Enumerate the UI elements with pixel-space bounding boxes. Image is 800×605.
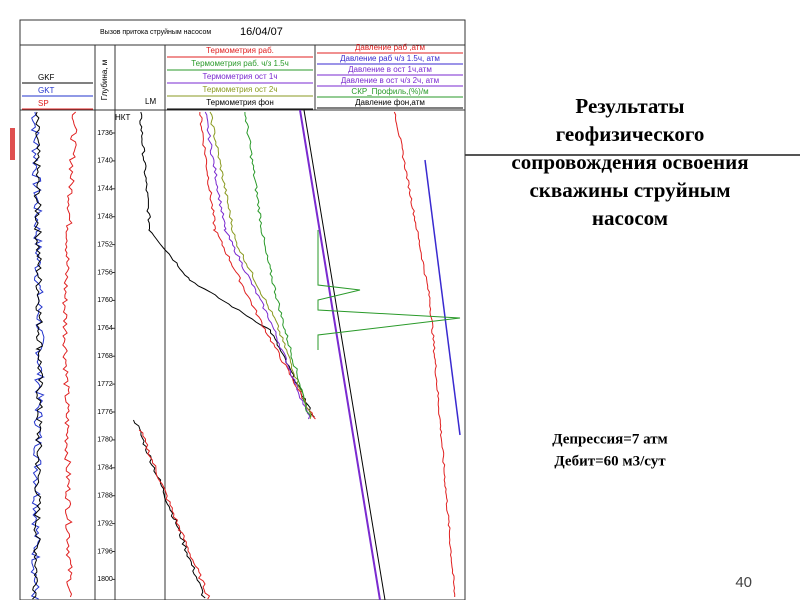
depth-label: 1764 bbox=[97, 325, 113, 332]
log-curve bbox=[199, 111, 316, 420]
legend-label: Термометрия раб. ч/з 1.5ч bbox=[191, 59, 289, 68]
legend-label: Давление в ост ч/з 2ч, атм bbox=[341, 76, 439, 85]
depth-label: 1800 bbox=[97, 576, 113, 583]
depth-label: 1776 bbox=[97, 409, 113, 416]
depth-label: 1796 bbox=[97, 548, 113, 555]
log-curve bbox=[244, 111, 312, 418]
title-line: скважины струйным bbox=[529, 178, 730, 202]
depth-label: 1744 bbox=[97, 186, 113, 193]
depth-label: 1740 bbox=[97, 158, 113, 165]
legend-label: Давление в ост 1ч,атм bbox=[348, 65, 432, 74]
log-curve bbox=[61, 111, 78, 598]
title-line: геофизического bbox=[556, 122, 705, 146]
header-date: 16/04/07 bbox=[240, 26, 283, 38]
lm-label: LM bbox=[145, 97, 156, 106]
header-caption: Вызов притока струйным насосом bbox=[100, 28, 211, 36]
legend-label: SP bbox=[38, 99, 49, 108]
title-line: насосом bbox=[592, 206, 668, 230]
depth-label: 1748 bbox=[97, 214, 113, 221]
legend-label: GKT bbox=[38, 86, 55, 95]
legend-label: Термометрия фон bbox=[206, 98, 274, 107]
log-curve bbox=[424, 159, 461, 436]
log-curve bbox=[133, 419, 206, 599]
depth-label: 1760 bbox=[97, 297, 113, 304]
legend-label: СКР_Профиль,(%)/м bbox=[351, 87, 428, 96]
log-curve bbox=[32, 111, 44, 600]
depth-label: 1752 bbox=[97, 241, 113, 248]
depth-label: 1792 bbox=[97, 520, 113, 527]
tubing-label: НКТ bbox=[115, 113, 130, 122]
log-curve bbox=[317, 230, 461, 350]
page-number: 40 bbox=[735, 574, 752, 591]
accent-bar bbox=[10, 128, 15, 160]
log-curve bbox=[139, 111, 315, 418]
depth-label: 1788 bbox=[97, 493, 113, 500]
log-curve bbox=[209, 111, 312, 420]
slide-title: Результаты геофизического сопровождения ос… bbox=[511, 94, 748, 230]
depth-label: 1768 bbox=[97, 353, 113, 360]
legend-label: Термометрия ост 2ч bbox=[202, 85, 277, 94]
depth-label: 1756 bbox=[97, 269, 113, 276]
depth-axis-label: Глубина, м bbox=[100, 60, 109, 101]
log-curve bbox=[204, 111, 311, 420]
title-line: сопровождения освоения bbox=[511, 150, 748, 174]
log-curve bbox=[30, 111, 45, 600]
log-curve bbox=[299, 109, 381, 601]
legend-label: Давление фон,атм bbox=[355, 98, 425, 107]
depth-label: 1772 bbox=[97, 381, 113, 388]
depth-label: 1736 bbox=[97, 130, 113, 137]
log-curve bbox=[138, 429, 211, 600]
title-line: Результаты bbox=[575, 94, 684, 118]
log-curve bbox=[393, 111, 456, 597]
log-curve bbox=[303, 109, 386, 601]
legend-label: Термометрия раб. bbox=[206, 46, 274, 55]
legend-label: GKF bbox=[38, 73, 55, 82]
legend-label: Давление раб ч/з 1.5ч, атм bbox=[340, 54, 440, 63]
legend-label: Давление раб ,атм bbox=[355, 43, 425, 52]
depth-label: 1784 bbox=[97, 465, 113, 472]
depth-label: 1780 bbox=[97, 437, 113, 444]
note: Дебит=60 м3/сут bbox=[554, 453, 666, 469]
legend-label: Термометрия ост 1ч bbox=[202, 72, 277, 81]
note: Депрессия=7 атм bbox=[552, 431, 668, 447]
